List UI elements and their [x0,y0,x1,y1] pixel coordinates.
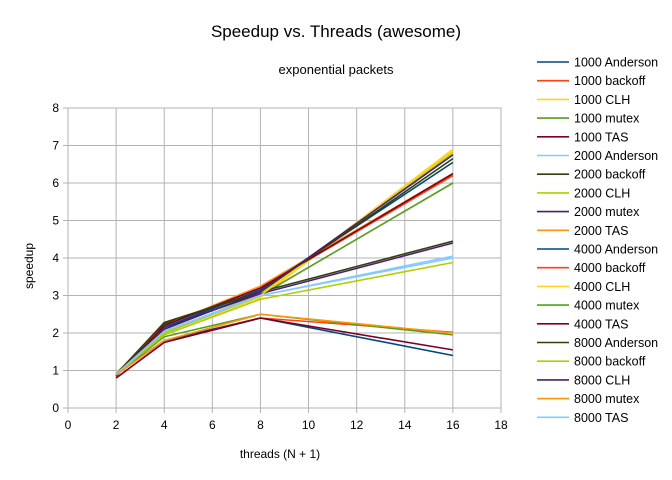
x-tick-label: 10 [302,418,316,432]
legend-item-2000-backoff: 2000 backoff [537,168,646,182]
legend-item-4000-clh: 4000 CLH [537,280,630,294]
legend-item-1000-mutex: 1000 mutex [537,112,640,126]
legend-label: 1000 Anderson [574,56,658,70]
legend-item-1000-anderson: 1000 Anderson [537,56,658,70]
legend-item-4000-mutex: 4000 mutex [537,299,640,313]
legend-label: 8000 CLH [574,373,630,387]
series-line-8000-mutex [115,313,453,376]
y-tick-label: 3 [52,289,59,303]
x-tick-label: 6 [209,418,216,432]
legend-label: 2000 backoff [574,168,646,182]
y-tick-label: 7 [52,139,59,153]
y-tick-label: 4 [52,251,59,265]
legend-label: 2000 mutex [574,205,640,219]
legend-item-8000-mutex: 8000 mutex [537,392,640,406]
legend-item-1000-clh: 1000 CLH [537,93,630,107]
legend-item-4000-anderson: 4000 Anderson [537,243,658,257]
legend-item-8000-tas: 8000 TAS [537,411,628,425]
legend-label: 4000 Anderson [574,243,658,257]
legend-item-1000-tas: 1000 TAS [537,130,628,144]
x-tick-label: 14 [398,418,412,432]
y-axis-label: speedup [22,243,36,289]
legend-label: 4000 CLH [574,280,630,294]
x-tick-label: 16 [446,418,460,432]
legend-item-8000-anderson: 8000 Anderson [537,336,658,350]
legend-label: 2000 TAS [574,224,628,238]
legend-label: 1000 CLH [574,93,630,107]
y-tick-label: 8 [52,101,59,115]
y-tick-label: 2 [52,326,59,340]
legend-item-4000-backoff: 4000 backoff [537,261,646,275]
series-line-8000-anderson [115,157,454,375]
series-lines [115,148,454,379]
legend-item-4000-tas: 4000 TAS [537,317,628,331]
legend-label: 4000 mutex [574,299,640,313]
legend-label: 2000 Anderson [574,149,658,163]
legend-item-2000-tas: 2000 TAS [537,224,628,238]
legend-label: 4000 backoff [574,261,646,275]
legend-label: 1000 TAS [574,130,628,144]
series-line-2000-backoff [115,240,454,375]
legend-label: 1000 backoff [574,74,646,88]
x-tick-label: 4 [161,418,168,432]
legend-label: 1000 mutex [574,112,640,126]
series-line-2000-mutex [115,242,454,375]
legend-item-2000-anderson: 2000 Anderson [537,149,658,163]
legend-item-8000-clh: 8000 CLH [537,373,630,387]
chart-title: Speedup vs. Threads (awesome) [211,22,461,41]
x-tick-label: 2 [113,418,120,432]
legend-item-2000-mutex: 2000 mutex [537,205,640,219]
x-tick-label: 8 [257,418,264,432]
legend: 1000 Anderson 1000 backoff 1000 CLH 1000 mu… [537,56,658,425]
legend-label: 8000 TAS [574,411,628,425]
legend-label: 8000 mutex [574,392,640,406]
legend-label: 4000 TAS [574,317,628,331]
legend-item-1000-backoff: 1000 backoff [537,74,646,88]
y-tick-label: 1 [52,364,59,378]
chart-subtitle: exponential packets [279,62,394,77]
x-tick-label: 18 [494,418,508,432]
x-tick-label: 12 [350,418,364,432]
legend-item-2000-clh: 2000 CLH [537,186,630,200]
series-line-1000-tas [115,317,454,379]
legend-label: 2000 CLH [574,186,630,200]
x-tick-label: 0 [65,418,72,432]
y-tick-label: 0 [52,401,59,415]
series-line-8000-backoff [115,261,454,375]
x-axis-label: threads (N + 1) [240,447,320,461]
y-tick-label: 6 [52,176,59,190]
legend-label: 8000 Anderson [574,336,658,350]
legend-item-8000-backoff: 8000 backoff [537,355,646,369]
y-tick-label: 5 [52,214,59,228]
legend-label: 8000 backoff [574,355,646,369]
series-line-8000-tas [115,257,454,375]
